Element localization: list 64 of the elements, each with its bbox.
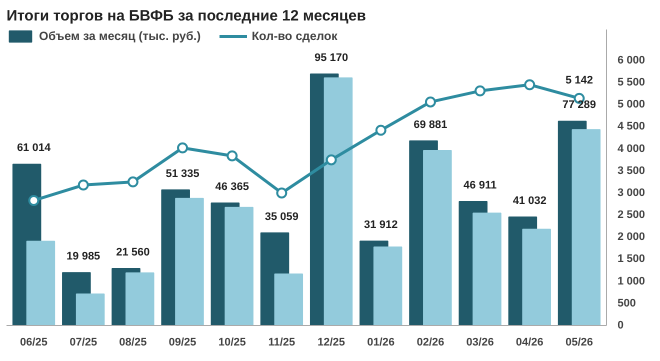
data-label: 5 142 (565, 74, 593, 86)
x-tick-label: 03/26 (466, 336, 494, 348)
point (326, 154, 337, 166)
bar (373, 246, 402, 326)
x-tick-label: 01/26 (367, 336, 395, 348)
point (127, 176, 138, 188)
y2-tick-label: 1 000 (618, 275, 646, 288)
data-label: 46 365 (215, 180, 249, 193)
data-label: 31 912 (364, 219, 398, 232)
x-tick-label: 06/25 (20, 336, 48, 348)
y2-tick-label: 4 000 (618, 142, 646, 155)
point (226, 150, 238, 162)
y2-tick-label: 4 500 (618, 120, 646, 133)
data-label: 51 335 (166, 168, 200, 180)
y2-tick-label: 5 500 (618, 76, 646, 89)
bar (274, 273, 304, 326)
y2-tick-label: 0 (618, 320, 624, 332)
data-label: 61 014 (16, 142, 52, 154)
bar (76, 294, 105, 326)
point (276, 187, 288, 198)
point (474, 85, 486, 96)
y2-tick-label: 1 500 (618, 253, 646, 266)
y2-tick-label: 3 500 (618, 164, 646, 177)
bar (26, 240, 56, 326)
y2-tick-label: 2 000 (618, 231, 646, 244)
bar (126, 272, 154, 326)
point (524, 79, 536, 90)
x-tick-label: 08/25 (119, 336, 147, 348)
bar (423, 150, 452, 326)
x-tick-label: 07/25 (70, 336, 98, 348)
y2-tick-label: 6 000 (618, 54, 646, 66)
legend-label: Кол-во сделок (252, 29, 338, 43)
point (78, 180, 89, 190)
bar (522, 228, 551, 326)
point (28, 194, 40, 206)
data-label: 35 059 (264, 210, 299, 223)
y2-tick-label: 5 000 (618, 98, 646, 111)
data-label: 21 560 (116, 246, 150, 259)
data-label: 95 170 (314, 52, 348, 64)
data-label: 77 289 (562, 99, 596, 112)
x-tick-label: 12/25 (318, 336, 346, 348)
bar (175, 198, 204, 326)
bar (224, 206, 254, 326)
data-label: 46 911 (464, 180, 497, 192)
y2-tick-label: 500 (618, 297, 636, 310)
bar (572, 129, 601, 326)
point (424, 96, 436, 108)
point (177, 142, 188, 154)
y2-tick-label: 3 000 (618, 186, 646, 199)
x-tick-label: 04/26 (516, 336, 544, 348)
point (375, 124, 386, 136)
legend-label: Объем за месяц (тыс. руб.) (39, 29, 201, 43)
x-tick-label: 11/25 (268, 336, 296, 348)
data-label: 41 032 (512, 195, 546, 208)
data-label: 69 881 (414, 118, 448, 131)
y2-tick-label: 2 500 (618, 209, 646, 222)
x-tick-label: 05/26 (565, 336, 593, 348)
bar (324, 77, 353, 326)
bar (472, 212, 502, 326)
data-label: 19 985 (66, 250, 100, 263)
chart-title: Итоги торгов на БВФБ за последние 12 месяцев (6, 8, 366, 24)
x-tick-label: 02/26 (416, 336, 444, 348)
x-tick-label: 09/25 (168, 336, 196, 348)
x-tick-label: 10/25 (218, 336, 246, 348)
